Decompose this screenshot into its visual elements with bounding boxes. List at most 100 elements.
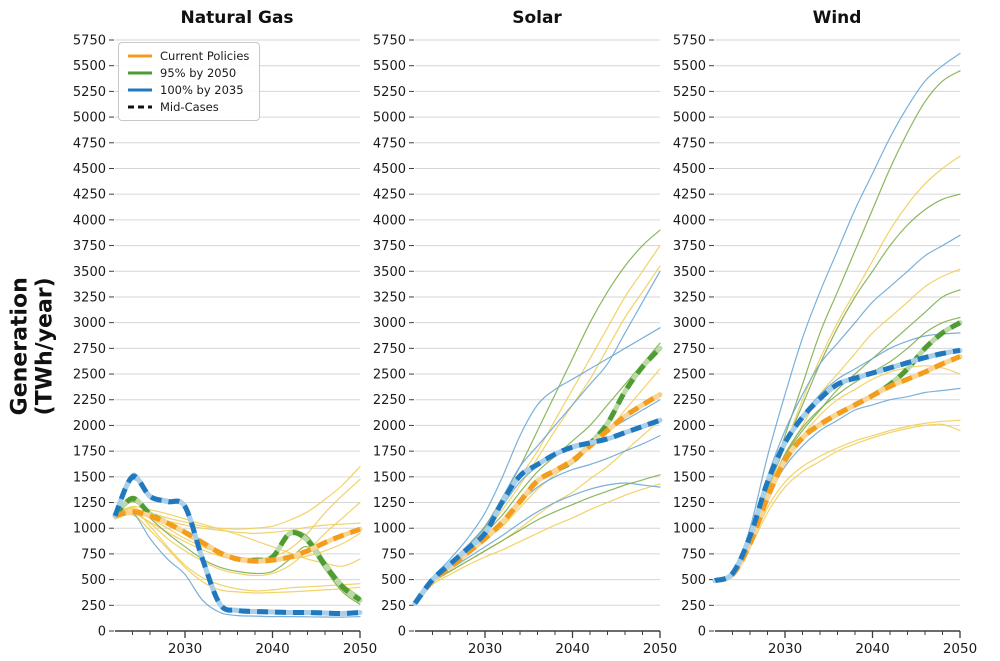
series-line-p100-p100-run-1: [714, 52, 961, 582]
y-tick-label: 3000: [373, 316, 406, 331]
y-tick-label: 250: [81, 599, 106, 614]
x-tick-label: 2030: [768, 641, 802, 657]
y-tick-label: 4750: [673, 136, 706, 151]
y-tick-label: 1500: [73, 470, 106, 485]
y-tick-label: 2500: [73, 368, 106, 383]
y-tick-label: 5750: [673, 34, 706, 49]
y-tick-label: 4000: [73, 213, 106, 228]
panel-title-natural-gas: Natural Gas: [180, 8, 294, 28]
y-tick-label: 2250: [373, 393, 406, 408]
y-tick-label: 4250: [73, 188, 106, 203]
y-tick-label: 2250: [73, 393, 106, 408]
x-tick-label: 2040: [855, 641, 889, 657]
series-line-p100-p100-run-2: [414, 327, 661, 604]
legend-item-95-by-2050: 95% by 2050: [127, 66, 249, 80]
series-line-current-cp-run-4: [714, 419, 961, 582]
y-tick-label: 3500: [673, 265, 706, 280]
y-tick-label: 4500: [73, 162, 106, 177]
y-tick-label: 0: [698, 625, 706, 640]
y-tick-label: 1000: [373, 522, 406, 537]
legend-swatch-icon: [128, 105, 152, 109]
y-tick-label: 4750: [373, 136, 406, 151]
y-tick-label: 750: [681, 547, 706, 562]
legend-label: 95% by 2050: [160, 66, 237, 80]
y-tick-label: 2750: [673, 342, 706, 357]
y-tick-label: 500: [381, 573, 406, 588]
y-tick-label: 3750: [73, 239, 106, 254]
series-line-current-cp-run-7: [114, 513, 361, 594]
y-tick-label: 2500: [673, 368, 706, 383]
y-axis-label-line1: Generation: [7, 277, 33, 416]
y-tick-label: 2750: [73, 342, 106, 357]
y-tick-label: 2000: [73, 419, 106, 434]
y-tick-label: 3750: [373, 239, 406, 254]
y-tick-label: 4000: [673, 213, 706, 228]
legend-label: Current Policies: [160, 49, 250, 63]
y-tick-label: 1750: [373, 445, 406, 460]
y-tick-label: 3000: [73, 316, 106, 331]
legend-label: Mid-Cases: [160, 100, 219, 114]
x-tick-label: 2030: [468, 641, 502, 657]
series-line-current-cp-run-3: [114, 501, 361, 577]
legend-swatch-icon: [128, 88, 152, 92]
y-axis-label: Generation (TWh/year): [8, 251, 59, 441]
legend-item-100-by-2035: 100% by 2035: [127, 83, 249, 97]
series-midcase-current: [714, 354, 961, 584]
y-tick-label: 1750: [73, 445, 106, 460]
y-tick-label: 5250: [673, 85, 706, 100]
y-tick-label: 250: [681, 599, 706, 614]
y-tick-label: 5000: [673, 111, 706, 126]
series-midcase-p100: [112, 474, 361, 617]
y-tick-label: 1000: [673, 522, 706, 537]
series-line-p100-p100-run-3: [114, 511, 361, 618]
y-tick-label: 250: [381, 599, 406, 614]
panel-title-wind: Wind: [812, 8, 862, 28]
y-tick-label: 5250: [73, 85, 106, 100]
y-tick-label: 2000: [673, 419, 706, 434]
legend-item-current-policies: Current Policies: [127, 49, 249, 63]
y-tick-label: 500: [681, 573, 706, 588]
y-tick-label: 3250: [373, 290, 406, 305]
y-tick-label: 1250: [73, 496, 106, 511]
legend-swatch-icon: [128, 71, 152, 75]
legend: Current Policies 95% by 2050 100% by 2035 M…: [118, 42, 261, 121]
y-tick-label: 5000: [373, 111, 406, 126]
y-tick-label: 4500: [673, 162, 706, 177]
x-tick-label: 2040: [555, 641, 589, 657]
y-tick-label: 5750: [73, 34, 106, 49]
legend-label: 100% by 2035: [160, 83, 244, 97]
legend-swatch-icon: [128, 54, 152, 58]
y-tick-label: 4750: [73, 136, 106, 151]
series-line-current-cp-run-6: [114, 507, 361, 592]
series-line-p95-p95-run-2: [114, 495, 361, 598]
y-tick-label: 4000: [373, 213, 406, 228]
x-tick-label: 2040: [255, 641, 289, 657]
legend-item-mid-cases: Mid-Cases: [127, 100, 249, 114]
y-tick-label: 5250: [373, 85, 406, 100]
series-line-p100-p100-run-5: [414, 482, 661, 605]
y-tick-label: 3500: [73, 265, 106, 280]
series-midcase-p100: [412, 417, 661, 605]
series-midcase-p100: [714, 347, 961, 584]
y-tick-label: 4500: [373, 162, 406, 177]
y-tick-label: 1000: [73, 522, 106, 537]
y-tick-label: 1250: [373, 496, 406, 511]
series-line-p100-p100-run-4: [714, 387, 961, 582]
y-tick-label: 4250: [373, 188, 406, 203]
y-tick-label: 5500: [673, 59, 706, 74]
y-tick-label: 1750: [673, 445, 706, 460]
y-tick-label: 0: [98, 625, 106, 640]
series-line-current-cp-run-5: [414, 483, 661, 606]
y-axis-label-line2: (TWh/year): [33, 277, 58, 416]
y-tick-label: 1500: [373, 470, 406, 485]
y-tick-label: 5500: [373, 59, 406, 74]
y-tick-label: 3500: [373, 265, 406, 280]
panel-title-solar: Solar: [512, 8, 562, 28]
y-tick-label: 2000: [373, 419, 406, 434]
x-tick-label: 2030: [168, 641, 202, 657]
y-tick-label: 500: [81, 573, 106, 588]
series-line-p95-p95-run-1: [714, 70, 961, 582]
x-tick-label: 2050: [643, 641, 677, 657]
y-tick-label: 2500: [373, 368, 406, 383]
